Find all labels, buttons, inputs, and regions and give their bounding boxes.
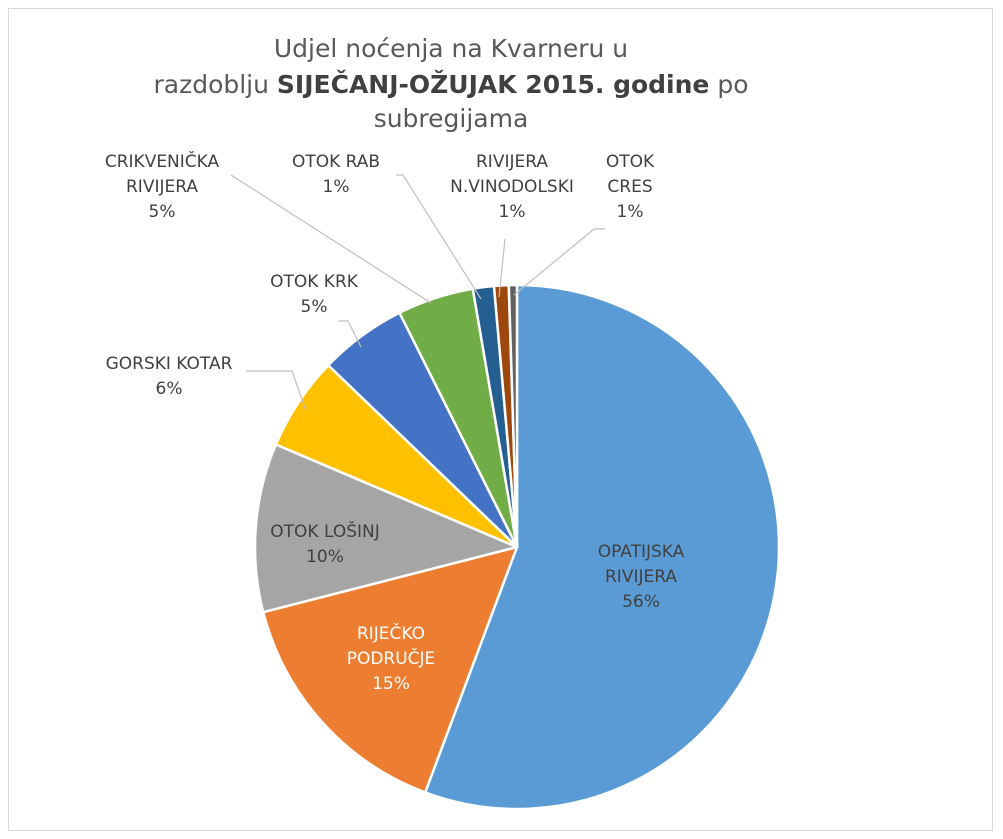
- data-label-name: OTOK: [606, 152, 655, 172]
- data-labels: OPATIJSKA RIVIJERA 56% RIJEČKO PODRUČJE 15% OT…: [105, 150, 685, 694]
- data-label-percent: 5%: [301, 297, 328, 317]
- leader-line-crikveni-ka-rivijera: [230, 174, 432, 304]
- data-label-percent: 56%: [622, 592, 660, 612]
- chart-title-line-1: Udjel noćenja na Kvarneru u: [274, 34, 628, 63]
- data-label-otok-lo-inj: OTOK LOŠINJ 10%: [270, 520, 379, 567]
- data-label-opatijska-rivijera: OPATIJSKA RIVIJERA 56%: [598, 542, 685, 612]
- data-label-rivijera-n-vinodolski: RIVIJERA N.VINODOLSKI 1%: [450, 152, 574, 222]
- pie-slice-otok-lo-inj: [253, 443, 519, 614]
- chart-title: Udjel noćenja na Kvarneru u razdoblju SI…: [153, 34, 748, 133]
- data-label-name: RIVIJERA: [605, 567, 677, 587]
- leader-line-otok-krk: [338, 320, 362, 348]
- leader-line-otok-rab: [396, 174, 482, 300]
- leader-line-rivijera-n-vinodolski: [498, 238, 506, 298]
- data-label-name: CRIKVENIČKA: [105, 150, 220, 172]
- chart-area: Udjel noćenja na Kvarneru u razdoblju SI…: [8, 8, 993, 831]
- data-label-name: N.VINODOLSKI: [450, 177, 574, 197]
- data-label-rije-ko-podru-je: RIJEČKO PODRUČJE 15%: [347, 622, 436, 694]
- pie-slice-rije-ko-podru-je: [261, 545, 519, 794]
- data-label-percent: 1%: [499, 202, 526, 222]
- data-label-name: OPATIJSKA: [598, 542, 685, 562]
- data-label-name: RIJEČKO: [357, 622, 425, 644]
- chart-title-line-2-end: po: [709, 70, 748, 99]
- data-label-gorski-kotar: GORSKI KOTAR 6%: [106, 354, 233, 399]
- chart-title-line-2: razdoblju SIJEČANJ-OŽUJAK 2015. godine p…: [153, 69, 748, 99]
- data-label-percent: 1%: [617, 202, 644, 222]
- data-label-name: OTOK LOŠINJ: [270, 520, 379, 542]
- leader-line-gorski-kotar: [246, 370, 307, 412]
- data-label-percent: 5%: [149, 202, 176, 222]
- pie-slice-otok-cres: [507, 283, 519, 549]
- data-label-otok-krk: OTOK KRK 5%: [270, 272, 359, 317]
- chart-title-line-3: subregijama: [374, 104, 529, 133]
- data-label-name: OTOK RAB: [292, 152, 380, 172]
- data-label-name: OTOK KRK: [270, 272, 359, 292]
- pie-slices: [253, 283, 781, 811]
- data-label-percent: 15%: [372, 674, 410, 694]
- pie-chart: Udjel noćenja na Kvarneru u razdoblju SI…: [105, 34, 781, 811]
- data-label-name: GORSKI KOTAR: [106, 354, 233, 374]
- data-label-percent: 1%: [323, 177, 350, 197]
- data-label-name: CRES: [607, 177, 652, 197]
- chart-title-line-2-start: razdoblju: [153, 70, 276, 99]
- chart-title-period: SIJEČANJ-OŽUJAK 2015. godine: [277, 69, 709, 99]
- leader-lines: [230, 174, 605, 412]
- data-label-name: RIVIJERA: [476, 152, 548, 172]
- data-label-otok-rab: OTOK RAB 1%: [292, 152, 380, 197]
- data-label-name: RIVIJERA: [126, 177, 198, 197]
- data-label-percent: 10%: [306, 547, 344, 567]
- data-label-crikveni-ka-rivijera: CRIKVENIČKA RIVIJERA 5%: [105, 150, 220, 222]
- data-label-name: PODRUČJE: [347, 647, 436, 669]
- data-label-otok-cres: OTOK CRES 1%: [606, 152, 655, 222]
- leader-line-otok-cres: [513, 228, 605, 296]
- pie-slice-opatijska-rivijera: [423, 283, 781, 811]
- data-label-percent: 6%: [156, 379, 183, 399]
